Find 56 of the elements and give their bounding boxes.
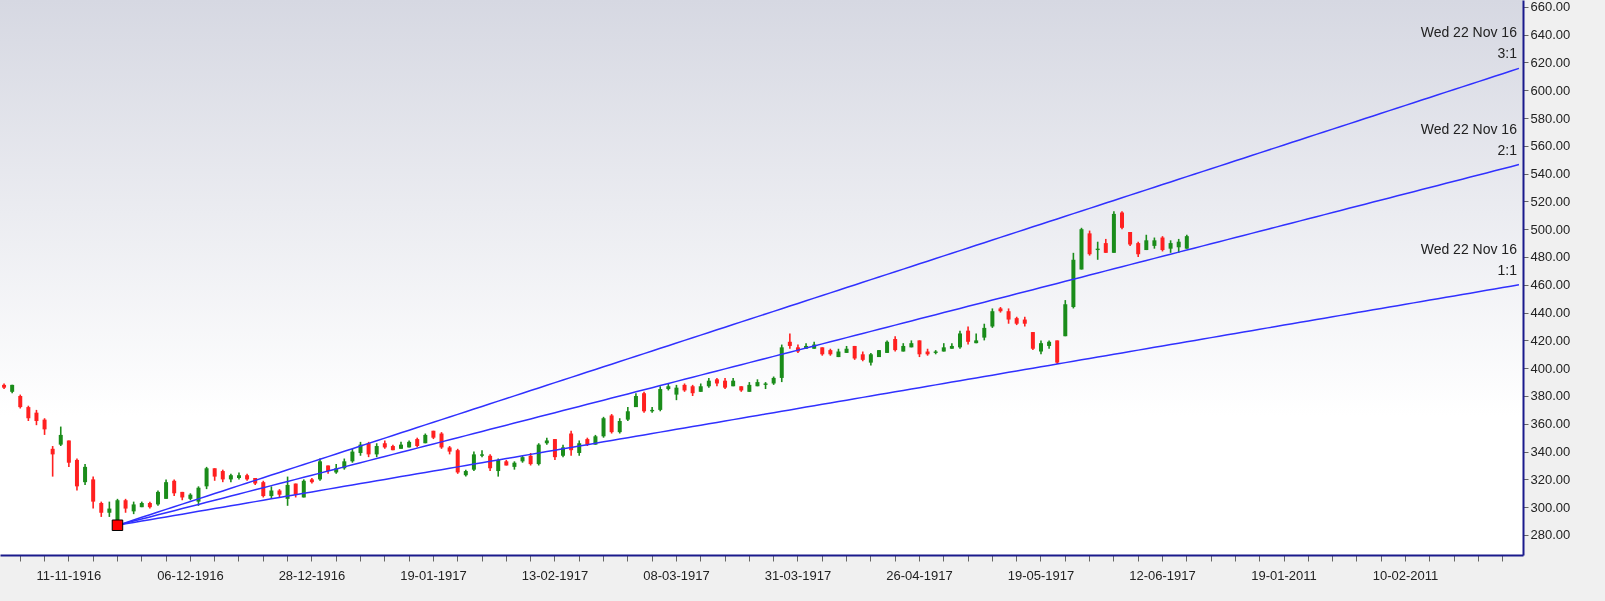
candlestick — [601, 416, 606, 439]
candlestick — [966, 325, 971, 346]
x-tick-label: 31-03-1917 — [764, 567, 832, 583]
y-tick-label: 320.00 — [1530, 471, 1571, 487]
y-tick-label: 580.00 — [1530, 110, 1571, 126]
candlestick — [480, 449, 485, 458]
candlestick — [66, 439, 71, 468]
candlestick — [642, 391, 647, 414]
y-tick-label: 660.00 — [1530, 0, 1571, 15]
y-tick-label: 460.00 — [1530, 277, 1571, 293]
annotation: Wed 22 Nov 16 1:1 — [1420, 240, 1518, 278]
y-tick-label: 560.00 — [1530, 138, 1571, 154]
y-tick-label: 420.00 — [1530, 332, 1571, 348]
candlestick — [164, 478, 169, 500]
annotation: Wed 22 Nov 16 2:1 — [1420, 120, 1518, 158]
x-tick-label: 13-02-1917 — [521, 567, 589, 583]
x-tick-label: 28-12-1916 — [278, 567, 346, 583]
x-tick-label: 08-03-1917 — [643, 567, 710, 583]
candlestick — [58, 425, 63, 447]
y-tick-label: 440.00 — [1530, 305, 1571, 321]
y-tick-label: 360.00 — [1530, 416, 1571, 432]
y-tick-label: 400.00 — [1530, 360, 1571, 376]
y-tick-label: 640.00 — [1530, 27, 1571, 43]
y-tick-label: 620.00 — [1530, 54, 1571, 70]
candlestick — [658, 385, 663, 413]
y-tick-label: 540.00 — [1530, 166, 1571, 182]
candlestick — [455, 448, 460, 475]
y-tick-label: 500.00 — [1530, 221, 1571, 237]
candlestick — [1120, 210, 1124, 230]
x-tick-label: 12-06-1917 — [1129, 567, 1196, 583]
candlestick — [787, 332, 792, 350]
x-tick-label: 06-12-1916 — [157, 567, 224, 583]
x-tick-label: 19-01-1917 — [400, 567, 467, 583]
candlestick — [91, 475, 96, 510]
candlestick — [50, 445, 55, 478]
x-tick-label: 19-01-2011 — [1251, 567, 1317, 583]
candlestick — [609, 413, 614, 435]
y-tick-label: 600.00 — [1530, 82, 1571, 98]
x-tick-label: 19-05-1917 — [1007, 567, 1075, 583]
x-tick-label: 10-02-2011 — [1372, 567, 1439, 583]
y-tick-label: 300.00 — [1530, 499, 1571, 515]
candlestick — [957, 329, 962, 350]
x-tick-label: 11-11-1916 — [36, 567, 102, 583]
y-tick-label: 380.00 — [1530, 388, 1571, 404]
y-tick-label: 480.00 — [1530, 249, 1571, 265]
candlestick — [83, 463, 88, 486]
annotation: Wed 22 Nov 16 3:1 — [1420, 24, 1518, 62]
candlestick — [471, 450, 476, 472]
candlestick — [204, 466, 209, 490]
candlestick — [990, 307, 995, 329]
y-tick-label: 340.00 — [1530, 444, 1571, 460]
y-tick-label: 280.00 — [1530, 527, 1571, 543]
candlestick — [1087, 229, 1092, 257]
y-tick-label: 520.00 — [1530, 193, 1571, 209]
candlestick — [1030, 331, 1035, 351]
x-tick-label: 26-04-1917 — [886, 567, 953, 583]
